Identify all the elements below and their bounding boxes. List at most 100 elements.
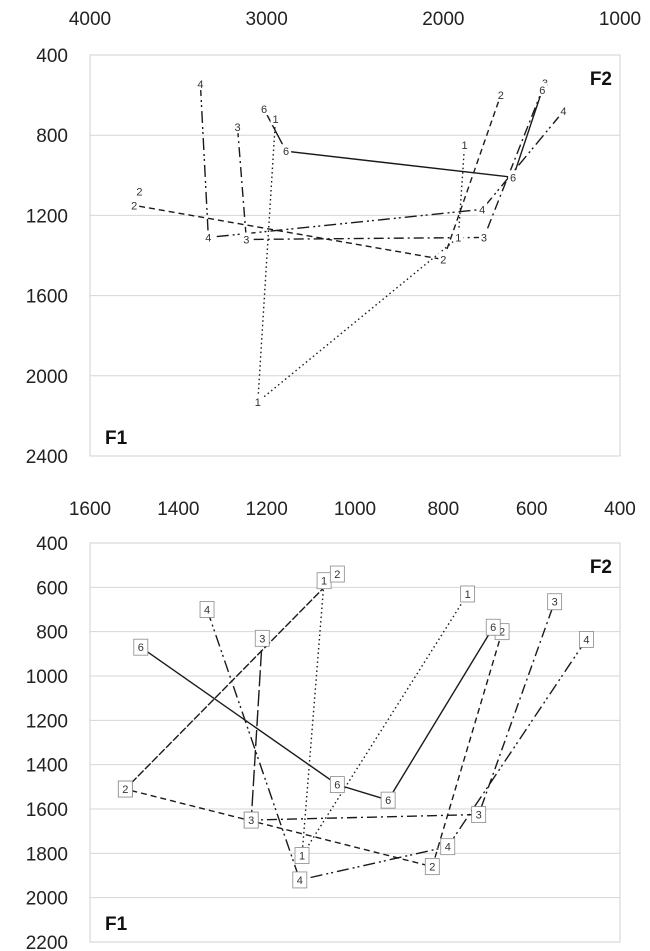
x-tick-label: 400	[604, 499, 636, 520]
point-marker	[270, 112, 281, 126]
point-label: 3	[259, 633, 265, 645]
x-axis-label: F2	[590, 69, 612, 90]
y-tick-label: 1600	[26, 800, 68, 821]
point-marker	[259, 102, 270, 116]
point-marker	[438, 252, 449, 266]
point-label: 4	[583, 634, 589, 646]
point-marker	[459, 138, 470, 152]
x-axis-label: F2	[590, 557, 612, 578]
point-label: 4	[297, 875, 303, 887]
x-tick-label: 800	[427, 499, 459, 520]
x-tick-label: 1400	[157, 499, 199, 520]
point-marker	[460, 585, 476, 603]
plot-area	[89, 542, 621, 943]
y-axis-label: F1	[105, 914, 128, 935]
point-label: 3	[234, 122, 240, 134]
point-label: 1	[255, 397, 261, 409]
point-marker	[537, 83, 548, 97]
point-label: 2	[429, 862, 435, 874]
point-label: 6	[283, 146, 289, 158]
point-label: 6	[138, 642, 144, 654]
x-tick-label: 1000	[599, 9, 641, 30]
point-marker	[241, 232, 252, 246]
series-line	[206, 609, 588, 881]
point-marker	[329, 565, 345, 583]
point-marker	[252, 394, 263, 408]
point-label: 4	[560, 106, 566, 118]
y-tick-label: 2200	[26, 933, 68, 951]
y-tick-label: 800	[36, 623, 68, 644]
x-tick-label: 4000	[69, 9, 111, 30]
point-marker	[292, 871, 308, 889]
point-marker	[243, 811, 259, 829]
point-marker	[254, 629, 270, 647]
point-marker	[133, 638, 149, 656]
point-label: 6	[385, 795, 391, 807]
point-marker	[117, 780, 133, 798]
point-label: 3	[243, 234, 249, 246]
point-label: 6	[539, 85, 545, 97]
point-label: 1	[299, 851, 305, 863]
x-tick-label: 2000	[422, 9, 464, 30]
point-marker	[453, 230, 464, 244]
y-tick-label: 400	[36, 534, 68, 555]
point-label: 1	[321, 576, 327, 588]
point-label: 2	[334, 569, 340, 581]
point-label: 4	[445, 842, 451, 854]
series-line	[199, 84, 565, 239]
point-marker	[294, 847, 310, 864]
y-tick-label: 2400	[26, 447, 68, 468]
series-line	[140, 626, 494, 801]
point-marker	[539, 76, 550, 90]
point-label: 1	[455, 232, 461, 244]
point-label: 1	[272, 114, 278, 126]
point-label: 1	[465, 589, 471, 601]
point-label: 6	[261, 104, 267, 116]
point-marker	[478, 230, 489, 244]
point-label: 2	[131, 200, 137, 212]
y-tick-label: 2000	[26, 367, 68, 388]
point-label: 4	[479, 204, 485, 216]
chart-panel-top: 400 800 1200 1600 2000 2400 4000 3000 2000 1000 F2…	[26, 9, 641, 468]
x-tick-label: 1600	[69, 499, 111, 520]
y-tick-label: 800	[36, 126, 68, 147]
point-marker	[471, 806, 487, 823]
point-marker	[558, 104, 569, 118]
point-label: 2	[440, 255, 446, 267]
point-marker	[547, 593, 563, 611]
point-marker	[579, 631, 594, 648]
point-label: 2	[498, 90, 504, 102]
point-marker	[424, 858, 440, 876]
series-line	[133, 94, 502, 261]
point-marker	[281, 144, 292, 158]
point-marker	[195, 77, 206, 91]
point-label: 4	[205, 232, 211, 244]
y-tick-label: 2000	[26, 889, 68, 910]
point-label: 1	[461, 140, 467, 152]
point-marker	[485, 618, 501, 636]
point-marker	[129, 198, 140, 212]
x-tick-label: 600	[516, 499, 548, 520]
y-tick-label: 1600	[26, 287, 68, 308]
point-label: 3	[552, 597, 558, 609]
point-marker	[440, 838, 456, 856]
point-label: 6	[490, 622, 496, 634]
point-marker	[495, 88, 506, 102]
point-label: 2	[499, 627, 505, 639]
y-tick-label: 400	[36, 46, 68, 67]
x-tick-label: 1200	[246, 499, 288, 520]
point-label: 2	[122, 784, 128, 796]
y-tick-label: 1000	[26, 667, 68, 688]
y-axis-label: F1	[105, 428, 128, 449]
point-label: 6	[334, 780, 340, 792]
x-tick-label: 3000	[246, 9, 288, 30]
point-label: 3	[481, 232, 487, 244]
point-marker	[203, 230, 214, 244]
point-label: 6	[510, 172, 516, 184]
point-label: 4	[197, 79, 203, 91]
chart-panel-bottom: 4006008001000120014001600180020002200160…	[26, 499, 636, 951]
y-tick-label: 1200	[26, 206, 68, 227]
point-marker	[232, 120, 243, 134]
x-tick-label: 1000	[334, 499, 376, 520]
